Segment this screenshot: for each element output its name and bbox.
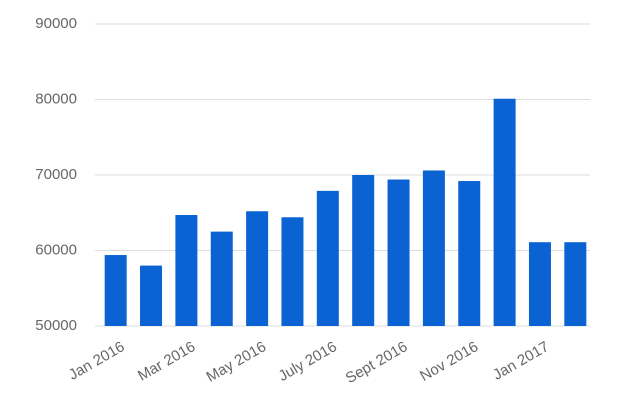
bar [281, 217, 304, 326]
x-tick-label: July 2016 [276, 338, 340, 385]
x-tick-label: Jan 2017 [490, 338, 552, 384]
bar [564, 242, 587, 326]
bar [493, 98, 516, 327]
y-tick-label: 70000 [35, 166, 77, 183]
bar [352, 175, 375, 326]
bar [104, 255, 127, 326]
bar [458, 181, 481, 326]
y-tick-label: 80000 [35, 90, 77, 107]
bar [387, 179, 410, 326]
y-tick-label: 50000 [35, 317, 77, 334]
x-tick-label: Sept 2016 [343, 338, 411, 387]
bar [210, 231, 233, 326]
bar [175, 215, 198, 326]
x-tick-label: Nov 2016 [417, 338, 481, 385]
bar [316, 190, 339, 326]
bar [422, 170, 445, 326]
bar [528, 242, 551, 326]
bar [140, 265, 163, 326]
x-tick-label: May 2016 [204, 338, 270, 386]
y-tick-label: 90000 [35, 15, 77, 32]
x-tick-label: Mar 2016 [135, 338, 198, 384]
y-tick-label: 60000 [35, 241, 77, 258]
bar [246, 211, 269, 326]
x-tick-label: Jan 2016 [66, 338, 128, 384]
